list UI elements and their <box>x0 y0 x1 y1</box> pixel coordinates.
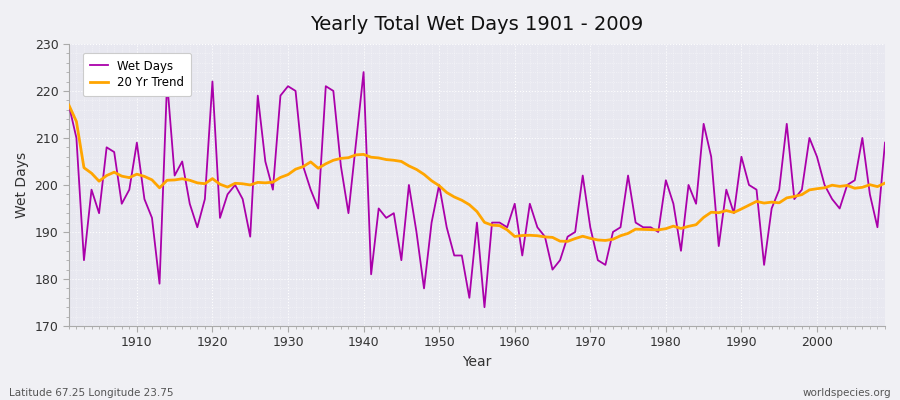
Title: Yearly Total Wet Days 1901 - 2009: Yearly Total Wet Days 1901 - 2009 <box>310 15 644 34</box>
Wet Days <box>479 305 490 310</box>
Wet Days <box>615 225 626 230</box>
20 Yr Trend <box>562 239 573 244</box>
X-axis label: Year: Year <box>463 355 491 369</box>
20 Yr Trend <box>290 167 301 172</box>
20 Yr Trend <box>608 237 618 242</box>
Y-axis label: Wet Days: Wet Days <box>15 152 29 218</box>
Text: worldspecies.org: worldspecies.org <box>803 388 891 398</box>
20 Yr Trend <box>63 103 74 108</box>
Text: Latitude 67.25 Longitude 23.75: Latitude 67.25 Longitude 23.75 <box>9 388 174 398</box>
20 Yr Trend <box>502 228 513 232</box>
20 Yr Trend <box>879 181 890 186</box>
20 Yr Trend <box>509 234 520 239</box>
20 Yr Trend <box>124 175 135 180</box>
Wet Days <box>358 70 369 74</box>
Wet Days <box>525 201 535 206</box>
Line: Wet Days: Wet Days <box>68 72 885 307</box>
Wet Days <box>124 187 135 192</box>
Line: 20 Yr Trend: 20 Yr Trend <box>68 105 885 241</box>
Wet Days <box>336 164 346 168</box>
Wet Days <box>517 253 527 258</box>
Legend: Wet Days, 20 Yr Trend: Wet Days, 20 Yr Trend <box>83 53 191 96</box>
Wet Days <box>63 103 74 108</box>
20 Yr Trend <box>336 156 346 161</box>
Wet Days <box>290 88 301 93</box>
Wet Days <box>879 140 890 145</box>
